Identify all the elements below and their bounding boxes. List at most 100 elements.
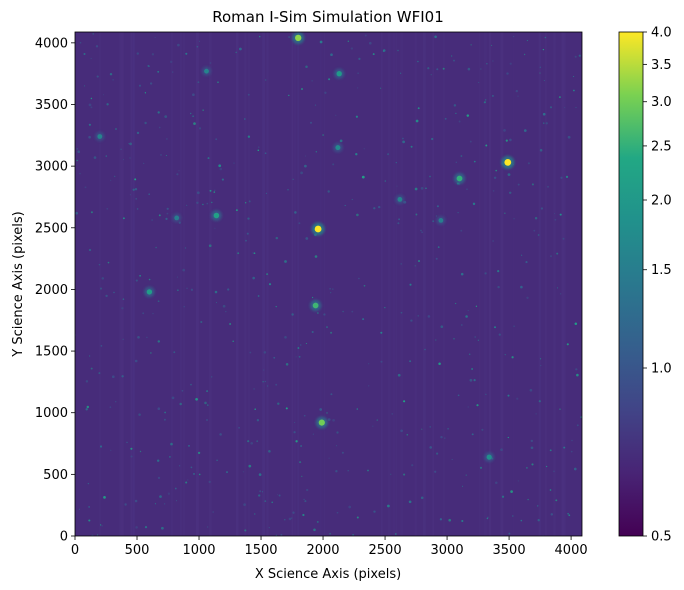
star-point xyxy=(559,293,562,295)
star-point xyxy=(200,320,203,324)
star-point xyxy=(478,81,480,83)
star-point xyxy=(526,467,528,469)
star-point xyxy=(88,506,90,508)
star-point xyxy=(450,55,453,57)
star-point xyxy=(208,480,211,484)
star-point xyxy=(511,356,514,359)
star-point xyxy=(301,475,303,477)
star-point xyxy=(124,503,127,506)
star-point xyxy=(182,268,186,272)
star-point xyxy=(344,204,346,207)
star-point xyxy=(75,211,78,215)
colorbar-gradient xyxy=(618,31,644,537)
star-point xyxy=(134,188,138,191)
x-tick-label: 2000 xyxy=(306,543,339,558)
star-point xyxy=(363,284,366,287)
bright-source xyxy=(438,218,444,223)
star-point xyxy=(372,53,375,56)
star-point xyxy=(155,246,157,249)
star-point xyxy=(507,394,510,397)
star-point xyxy=(258,146,260,148)
star-point xyxy=(364,34,367,37)
detector-stripe xyxy=(393,32,395,536)
bright-source xyxy=(335,145,341,151)
star-point xyxy=(212,511,215,513)
star-point xyxy=(513,218,515,220)
star-point xyxy=(305,65,308,68)
star-point xyxy=(341,451,344,454)
star-point xyxy=(176,173,179,176)
star-point xyxy=(544,36,547,39)
star-point xyxy=(431,137,434,141)
star-point xyxy=(171,396,175,400)
star-point xyxy=(481,428,484,431)
star-point xyxy=(425,187,427,190)
star-point xyxy=(291,313,294,316)
star-point xyxy=(190,466,193,469)
star-point xyxy=(247,93,250,96)
bright-source xyxy=(318,419,325,426)
star-point xyxy=(457,211,459,214)
star-point xyxy=(495,481,498,484)
star-point xyxy=(506,72,509,75)
bright-source xyxy=(312,302,319,309)
detector-stripe xyxy=(121,32,125,536)
star-point xyxy=(152,312,154,315)
star-point xyxy=(306,488,309,492)
star-point xyxy=(440,325,444,329)
star-point xyxy=(213,191,216,193)
chart-title: Roman I-Sim Simulation WFI01 xyxy=(212,8,444,26)
star-point xyxy=(558,96,561,99)
star-point xyxy=(574,322,578,326)
star-point xyxy=(149,82,153,85)
star-point xyxy=(358,57,361,61)
image-texture xyxy=(99,32,566,536)
star-point xyxy=(92,33,94,35)
star-point xyxy=(206,390,209,393)
star-point xyxy=(298,355,301,358)
star-point xyxy=(305,342,307,345)
star-point xyxy=(77,150,81,154)
detector-stripe xyxy=(479,32,481,536)
star-point xyxy=(527,162,530,165)
star-point xyxy=(556,252,559,255)
star-point xyxy=(543,80,545,82)
star-point xyxy=(382,49,386,52)
star-point xyxy=(112,79,114,81)
star-point xyxy=(144,92,147,94)
star-point xyxy=(429,426,431,428)
detector-stripe xyxy=(132,32,135,536)
star-point xyxy=(395,161,397,164)
star-point xyxy=(285,363,289,366)
star-point xyxy=(219,167,223,171)
image-background xyxy=(75,32,582,536)
star-point xyxy=(264,500,267,502)
star-point xyxy=(311,330,314,334)
star-point xyxy=(102,94,104,96)
star-point xyxy=(135,279,138,282)
star-point xyxy=(455,161,457,163)
star-point xyxy=(226,471,228,474)
star-point xyxy=(530,446,534,450)
star-point xyxy=(79,173,81,175)
star-point xyxy=(233,162,235,164)
star-point xyxy=(189,112,192,115)
star-point xyxy=(138,84,142,87)
star-point xyxy=(136,208,139,210)
star-point xyxy=(196,45,199,48)
star-point xyxy=(546,185,550,188)
star-point xyxy=(144,121,147,125)
star-point xyxy=(238,426,241,429)
star-point xyxy=(134,178,137,181)
star-point xyxy=(211,376,213,378)
star-point xyxy=(380,87,382,89)
star-point xyxy=(322,134,324,136)
star-point xyxy=(486,517,489,520)
star-point xyxy=(539,148,543,152)
star-point xyxy=(196,201,199,205)
detector-stripe xyxy=(483,32,487,536)
star-point xyxy=(397,222,400,225)
star-point xyxy=(467,406,469,408)
star-point xyxy=(247,217,250,220)
star-point xyxy=(476,404,479,407)
